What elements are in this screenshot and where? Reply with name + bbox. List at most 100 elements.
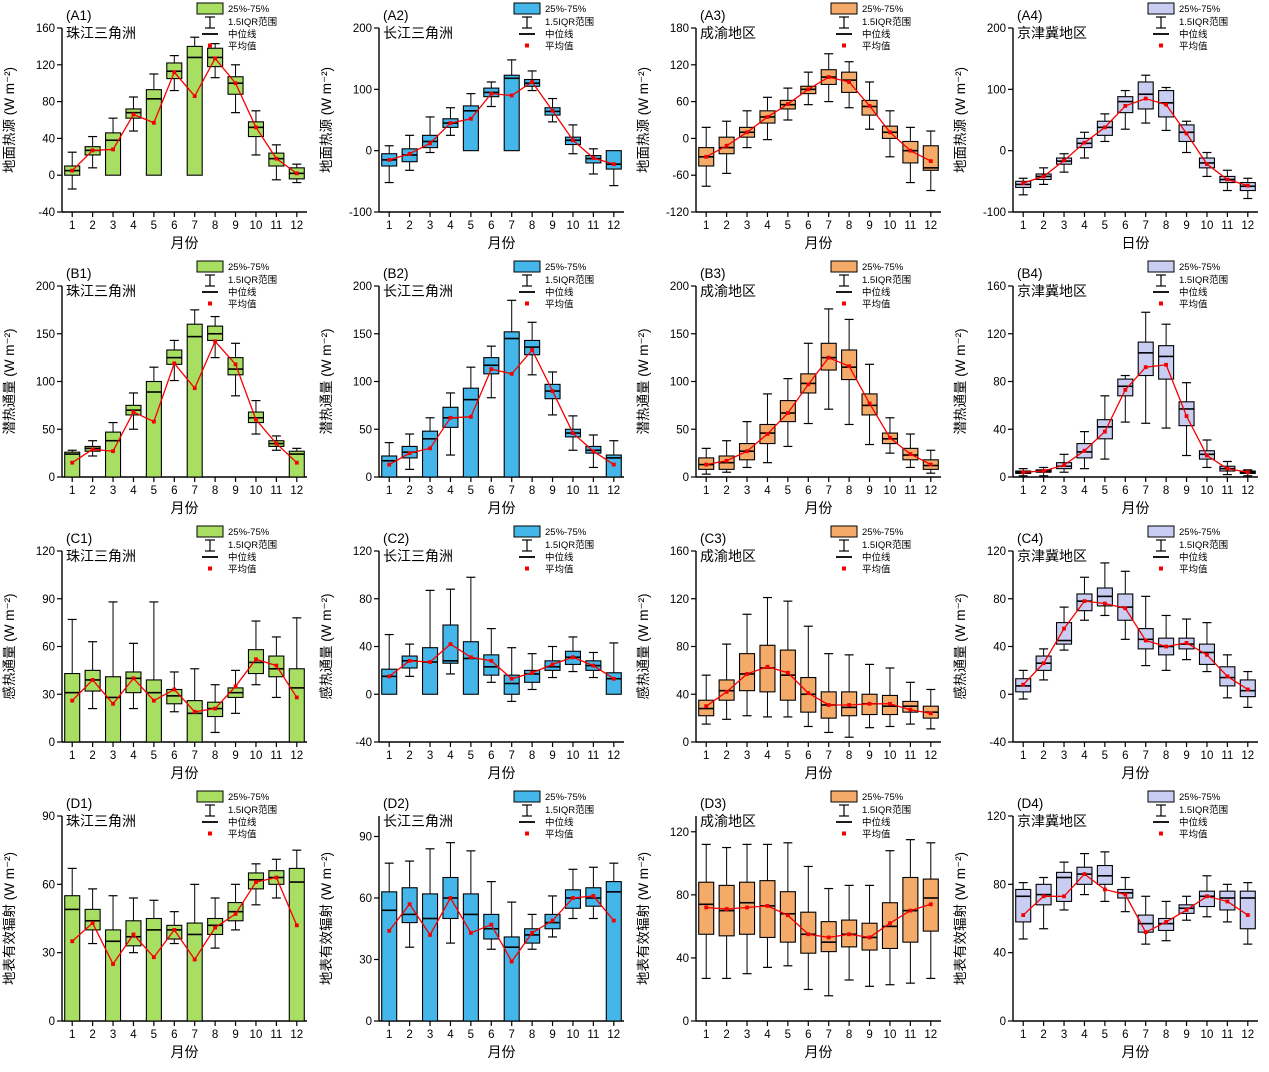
box-group-month-9: [861, 663, 878, 729]
legend-label-iqr-box: 25%-75%: [1179, 527, 1221, 538]
mean-line: [71, 57, 298, 174]
x-tick-label: 9: [232, 750, 238, 762]
mean-marker: [745, 905, 749, 910]
legend-mean-glyph: [208, 301, 212, 306]
y-tick-label: 150: [36, 329, 55, 341]
x-tick-label: 3: [427, 220, 433, 232]
x-tick-label: 1: [703, 485, 709, 497]
mean-marker: [1225, 674, 1230, 679]
mean-marker: [294, 460, 299, 465]
x-tick-label: 12: [607, 485, 620, 497]
x-tick-label: 8: [529, 485, 535, 497]
mean-marker: [1245, 687, 1250, 692]
x-tick-label: 8: [1163, 485, 1169, 497]
mean-marker: [213, 339, 218, 344]
y-tick-label: 80: [993, 594, 1006, 606]
mean-marker: [428, 141, 432, 146]
legend-label-whisker-range: 1.5IQR范围: [228, 16, 277, 28]
y-tick-label: 0: [49, 472, 55, 484]
x-tick-label: 12: [1241, 1029, 1254, 1041]
box-group-month-11: [902, 681, 919, 725]
mean-marker: [1082, 140, 1087, 145]
iqr-box: [1158, 917, 1175, 932]
iqr-box: [483, 913, 500, 940]
mean-marker: [928, 462, 933, 467]
box-group-month-4: [125, 897, 142, 954]
mean-marker: [928, 902, 933, 907]
mean-marker: [530, 348, 535, 352]
panel-C3: 0 40 80 120 160 1 2 3 4 5 6 7 8 9 10 11 12 月份 感热通量 (W m⁻²)…: [634, 523, 951, 788]
x-tick-label: 12: [607, 750, 620, 762]
mean-marker: [90, 921, 95, 925]
mean-marker: [213, 706, 218, 711]
mean-marker: [745, 130, 749, 135]
x-tick-label: 9: [866, 485, 872, 497]
mean-marker: [233, 912, 238, 916]
legend-mean-glyph: [208, 43, 212, 48]
mean-marker: [254, 125, 258, 130]
box-group-month-4: [125, 642, 142, 710]
mean-marker: [1062, 158, 1066, 163]
x-tick-label: 1: [386, 750, 392, 762]
mean-marker: [387, 928, 392, 933]
mean-marker: [1164, 102, 1169, 107]
x-tick-label: 7: [509, 220, 515, 232]
mean-marker: [131, 676, 136, 681]
x-tick-label: 6: [805, 750, 811, 762]
x-tick-label: 1: [69, 750, 75, 762]
mean-marker: [1225, 466, 1230, 471]
mean-marker: [1164, 362, 1169, 367]
mean-marker: [765, 903, 770, 908]
x-tick-label: 4: [130, 750, 137, 762]
iqr-box: [503, 936, 520, 1022]
mean-marker: [1041, 894, 1046, 899]
legend-label-mean: 平均值: [862, 829, 891, 841]
mean-marker: [785, 411, 790, 415]
iqr-box: [64, 673, 81, 743]
iqr-box: [524, 928, 541, 944]
y-tick-label: 60: [42, 642, 55, 654]
legend-label-mean: 平均值: [228, 299, 257, 311]
legend-label-median: 中位线: [862, 817, 891, 829]
x-axis-title: 日份: [1122, 235, 1150, 251]
box-group-month-10: [247, 620, 265, 686]
mean-marker: [611, 676, 616, 681]
x-tick-label: 2: [723, 485, 729, 497]
mean-marker: [172, 927, 177, 932]
box-group-month-3: [421, 589, 439, 695]
mean-marker: [1102, 125, 1107, 130]
x-tick-label: 9: [1183, 1029, 1189, 1041]
mean-marker: [571, 655, 575, 660]
x-tick-label: 3: [1061, 485, 1067, 497]
y-tick-label: 0: [683, 737, 689, 749]
legend-label-median: 中位线: [1179, 29, 1208, 41]
box-group-month-5: [462, 576, 479, 695]
x-tick-label: 9: [1183, 220, 1189, 232]
mean-marker: [1205, 652, 1209, 657]
y-tick-label: 40: [676, 689, 689, 701]
mean-marker: [111, 962, 115, 966]
mean-marker: [489, 367, 494, 371]
y-tick-label: 0: [366, 689, 372, 701]
mean-marker: [1062, 626, 1066, 631]
x-tick-label: 10: [884, 750, 897, 762]
y-axis-title: 感热通量 (W m⁻²): [1, 593, 17, 699]
box-group-month-3: [104, 117, 122, 176]
box-group-month-1: [1015, 177, 1032, 196]
x-tick-label: 2: [89, 485, 95, 497]
mean-marker: [468, 930, 473, 935]
legend-label-iqr-box: 25%-75%: [228, 527, 270, 538]
x-tick-label: 12: [924, 220, 937, 232]
x-axis-title: 月份: [805, 235, 833, 251]
x-tick-label: 3: [1061, 750, 1067, 762]
legend-label-whisker-range: 1.5IQR范围: [228, 804, 277, 816]
x-axis-title: 月份: [1122, 1044, 1150, 1060]
x-tick-label: 2: [1040, 220, 1046, 232]
mean-marker: [1021, 682, 1026, 687]
box-group-month-4: [442, 392, 459, 456]
mean-marker: [1082, 599, 1087, 604]
legend-label-median: 中位线: [1179, 817, 1208, 829]
x-tick-label: 3: [427, 485, 433, 497]
mean-marker: [826, 75, 831, 79]
